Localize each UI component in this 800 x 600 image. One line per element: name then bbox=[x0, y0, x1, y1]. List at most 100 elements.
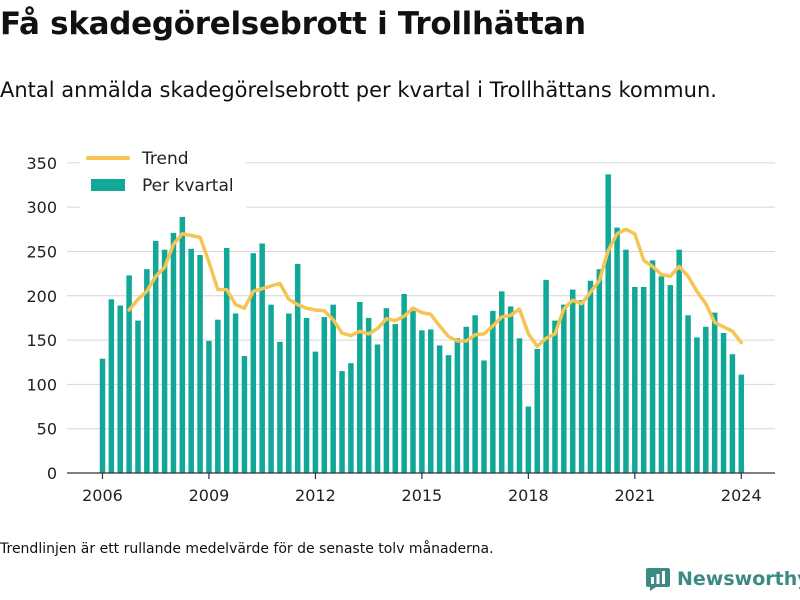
bar-58 bbox=[614, 227, 620, 473]
bar-53 bbox=[569, 289, 576, 473]
y-tick-label-350: 350 bbox=[26, 154, 57, 173]
bar-31 bbox=[374, 344, 381, 473]
bar-2 bbox=[117, 305, 123, 473]
bar-59 bbox=[623, 249, 629, 473]
newsworthy-logo-icon bbox=[646, 568, 670, 591]
y-tick-label-50: 50 bbox=[37, 420, 57, 439]
y-axis: 0 50 100 150 200 250 300 350 bbox=[26, 154, 57, 483]
bar-46 bbox=[507, 306, 514, 473]
bar-17 bbox=[250, 253, 257, 473]
bar-56 bbox=[596, 269, 603, 473]
bar-21 bbox=[286, 313, 292, 473]
bar-67 bbox=[694, 337, 700, 473]
bar-30 bbox=[365, 317, 372, 473]
legend: Trend Per kvartal bbox=[80, 146, 246, 208]
bar-34 bbox=[401, 294, 407, 473]
bar-60 bbox=[632, 286, 638, 473]
bar-62 bbox=[649, 260, 656, 473]
bar-72 bbox=[738, 374, 745, 473]
bar-24 bbox=[312, 351, 319, 473]
bar-12 bbox=[206, 340, 212, 473]
y-tick-label-0: 0 bbox=[47, 464, 57, 483]
bar-series-per-kvartal bbox=[99, 174, 745, 473]
bar-47 bbox=[516, 338, 523, 473]
bar-40 bbox=[454, 338, 461, 473]
legend-trend-label: Trend bbox=[141, 149, 189, 169]
line-series-trend bbox=[127, 227, 744, 349]
x-tick-label-2009: 2009 bbox=[189, 486, 230, 505]
bar-39 bbox=[445, 355, 452, 473]
bar-0 bbox=[99, 358, 106, 473]
bar-6 bbox=[152, 240, 159, 473]
bar-19 bbox=[268, 304, 274, 473]
x-tick-label-2012: 2012 bbox=[295, 486, 336, 505]
x-tick-label-2015: 2015 bbox=[402, 486, 443, 505]
bar-11 bbox=[197, 255, 203, 473]
bar-70 bbox=[720, 332, 727, 473]
bar-22 bbox=[294, 263, 301, 473]
bar-52 bbox=[561, 304, 567, 473]
y-tick-label-150: 150 bbox=[26, 331, 57, 350]
bar-14 bbox=[223, 247, 230, 473]
x-tick-label-2006: 2006 bbox=[82, 486, 123, 505]
bar-36 bbox=[419, 330, 425, 473]
bar-32 bbox=[383, 308, 390, 473]
x-axis: 2006 2009 2012 2015 2018 2021 2024 bbox=[67, 472, 775, 505]
x-tick-label-2018: 2018 bbox=[508, 486, 549, 505]
bar-7 bbox=[161, 249, 168, 473]
bar-45 bbox=[498, 291, 505, 473]
bar-55 bbox=[587, 280, 594, 473]
bar-1 bbox=[108, 299, 115, 473]
y-tick-label-100: 100 bbox=[26, 375, 57, 394]
bar-61 bbox=[640, 286, 647, 473]
bar-50 bbox=[543, 279, 549, 473]
bar-41 bbox=[463, 326, 469, 473]
bar-16 bbox=[241, 356, 248, 473]
y-tick-label-300: 300 bbox=[26, 198, 57, 217]
x-tick-label-2024: 2024 bbox=[721, 486, 762, 505]
bar-20 bbox=[277, 341, 283, 473]
bar-48 bbox=[525, 406, 532, 473]
footnote: Trendlinjen är ett rullande medelvärde f… bbox=[0, 541, 494, 557]
bar-3 bbox=[126, 275, 132, 473]
x-tick-label-2021: 2021 bbox=[614, 486, 655, 505]
bar-33 bbox=[392, 324, 399, 473]
brand[interactable]: Newsworthy bbox=[645, 566, 800, 592]
bar-10 bbox=[188, 248, 194, 473]
bar-13 bbox=[215, 319, 221, 473]
bar-64 bbox=[667, 285, 674, 473]
trend-line bbox=[127, 227, 744, 349]
bar-71 bbox=[729, 354, 736, 473]
bar-37 bbox=[428, 329, 434, 473]
bar-63 bbox=[658, 276, 665, 473]
bar-49 bbox=[534, 348, 540, 473]
brand-name[interactable]: Newsworthy bbox=[677, 568, 800, 590]
y-tick-label-200: 200 bbox=[26, 287, 57, 306]
bar-66 bbox=[685, 315, 691, 473]
bar-43 bbox=[481, 360, 487, 473]
legend-bar-label: Per kvartal bbox=[142, 176, 234, 196]
bar-51 bbox=[552, 320, 558, 473]
bar-15 bbox=[232, 313, 239, 473]
legend-bar-swatch bbox=[91, 179, 125, 191]
bar-65 bbox=[676, 249, 682, 473]
y-tick-label-250: 250 bbox=[26, 242, 57, 261]
bar-68 bbox=[703, 326, 709, 473]
bar-54 bbox=[578, 300, 585, 473]
bar-38 bbox=[436, 345, 443, 473]
bar-27 bbox=[339, 371, 345, 473]
bar-5 bbox=[144, 269, 150, 473]
bar-25 bbox=[321, 317, 328, 473]
bar-8 bbox=[170, 232, 177, 473]
bar-9 bbox=[179, 216, 186, 473]
bar-44 bbox=[490, 310, 496, 473]
bar-26 bbox=[330, 304, 336, 473]
bar-57 bbox=[605, 174, 611, 473]
bar-42 bbox=[472, 315, 478, 473]
chart-subtitle: Antal anmälda skadegörelsebrott per kvar… bbox=[0, 78, 717, 102]
bar-4 bbox=[135, 320, 141, 473]
bar-23 bbox=[303, 317, 310, 473]
chart-title: Få skadegörelsebrott i Trollhättan bbox=[0, 6, 586, 42]
bar-18 bbox=[259, 243, 265, 473]
